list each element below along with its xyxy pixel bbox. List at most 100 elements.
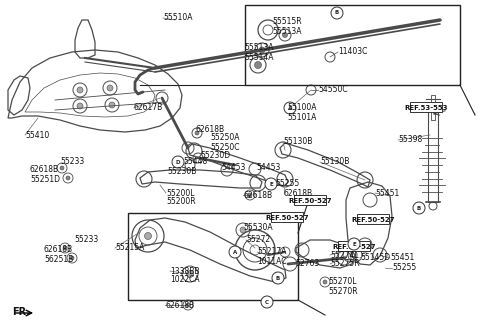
- Text: 55250C: 55250C: [210, 142, 240, 152]
- Text: 55255: 55255: [275, 179, 299, 189]
- Circle shape: [272, 272, 284, 284]
- Bar: [294, 195, 326, 205]
- Text: 54453: 54453: [256, 162, 280, 172]
- Text: 62618B: 62618B: [165, 300, 194, 310]
- Text: C: C: [265, 299, 269, 304]
- Text: 55100A: 55100A: [287, 104, 317, 113]
- Bar: [431, 95, 435, 120]
- Text: 55200L: 55200L: [166, 189, 194, 197]
- Text: 54453: 54453: [221, 163, 245, 173]
- Circle shape: [254, 62, 262, 69]
- Circle shape: [240, 227, 246, 233]
- Circle shape: [63, 246, 67, 250]
- Bar: [357, 214, 389, 224]
- Text: 52763: 52763: [295, 258, 319, 268]
- Circle shape: [261, 296, 273, 308]
- Text: 55101A: 55101A: [288, 113, 317, 121]
- Text: 62617B: 62617B: [134, 104, 163, 113]
- Text: 55274L: 55274L: [330, 251, 359, 259]
- Circle shape: [259, 47, 265, 53]
- Circle shape: [229, 246, 241, 258]
- Text: 55451: 55451: [390, 254, 414, 262]
- Text: 55233: 55233: [74, 236, 98, 244]
- Circle shape: [66, 176, 70, 180]
- Text: 1022CA: 1022CA: [170, 276, 200, 284]
- Text: REF.50-527: REF.50-527: [332, 244, 376, 250]
- Text: B: B: [276, 276, 280, 280]
- Text: REF.50-527: REF.50-527: [288, 198, 332, 204]
- Text: 1011AC: 1011AC: [257, 256, 287, 265]
- Text: 55230D: 55230D: [200, 152, 230, 160]
- Text: A: A: [288, 106, 292, 111]
- Text: 55130B: 55130B: [283, 137, 312, 147]
- Circle shape: [283, 32, 288, 37]
- Text: 55510A: 55510A: [163, 13, 192, 23]
- Text: D: D: [176, 159, 180, 165]
- Text: 55130B: 55130B: [320, 157, 349, 167]
- Text: 55270L: 55270L: [328, 277, 357, 286]
- Text: 55250A: 55250A: [210, 133, 240, 142]
- Text: 54550C: 54550C: [318, 86, 348, 94]
- Text: 55514A: 55514A: [244, 53, 274, 63]
- Circle shape: [248, 193, 252, 197]
- Text: B: B: [417, 206, 421, 211]
- Text: 62618B: 62618B: [30, 166, 59, 174]
- Text: 62618B: 62618B: [196, 126, 225, 134]
- Text: REF.50-527: REF.50-527: [351, 217, 395, 223]
- Circle shape: [60, 166, 64, 170]
- Circle shape: [77, 103, 83, 109]
- Bar: [128, 213, 298, 300]
- Text: 62618B: 62618B: [284, 190, 313, 198]
- Text: 55255: 55255: [392, 263, 416, 273]
- Text: 55513A: 55513A: [272, 28, 301, 36]
- Circle shape: [172, 156, 184, 168]
- Text: 55233: 55233: [60, 156, 84, 166]
- Text: 55513A: 55513A: [244, 44, 274, 52]
- Circle shape: [77, 87, 83, 93]
- Bar: [410, 102, 442, 112]
- Text: A: A: [233, 250, 237, 255]
- Text: 55275R: 55275R: [330, 259, 360, 269]
- Text: 55448: 55448: [183, 157, 207, 167]
- Circle shape: [331, 7, 343, 19]
- Circle shape: [265, 178, 277, 190]
- Text: 1338BB: 1338BB: [170, 266, 200, 276]
- Circle shape: [195, 131, 199, 135]
- Circle shape: [109, 102, 115, 108]
- Circle shape: [413, 202, 425, 214]
- Bar: [338, 241, 370, 251]
- Text: 55251D: 55251D: [30, 174, 60, 183]
- Text: B: B: [335, 10, 339, 15]
- Text: 55515R: 55515R: [272, 17, 301, 27]
- Circle shape: [186, 303, 190, 307]
- Text: 55230B: 55230B: [167, 168, 196, 176]
- Text: REF.53-553: REF.53-553: [404, 105, 448, 111]
- Text: 56251B: 56251B: [44, 255, 73, 263]
- Text: 55217A: 55217A: [257, 248, 287, 256]
- Circle shape: [187, 271, 193, 277]
- Text: 62618B: 62618B: [243, 191, 272, 199]
- Bar: [428, 104, 438, 202]
- Circle shape: [70, 256, 74, 260]
- Text: 62618B: 62618B: [44, 245, 73, 255]
- Text: 55398: 55398: [398, 135, 422, 145]
- Text: 11403C: 11403C: [338, 48, 367, 56]
- Text: 55200R: 55200R: [166, 197, 196, 207]
- Text: 55272: 55272: [246, 236, 270, 244]
- Text: FR.: FR.: [12, 307, 30, 317]
- Text: 55270R: 55270R: [328, 286, 358, 296]
- Circle shape: [323, 280, 327, 284]
- Bar: [271, 212, 303, 222]
- Text: REF.50-527: REF.50-527: [265, 215, 309, 221]
- Text: 55145D: 55145D: [360, 254, 390, 262]
- Circle shape: [107, 85, 113, 91]
- Text: 55530A: 55530A: [243, 223, 273, 233]
- Text: E: E: [269, 181, 273, 187]
- Circle shape: [284, 102, 296, 114]
- Text: 55410: 55410: [25, 131, 49, 139]
- Text: 55215A: 55215A: [115, 243, 144, 253]
- Bar: [245, 5, 460, 85]
- Circle shape: [348, 238, 360, 250]
- Text: E: E: [352, 241, 356, 247]
- Text: 55451: 55451: [375, 189, 399, 197]
